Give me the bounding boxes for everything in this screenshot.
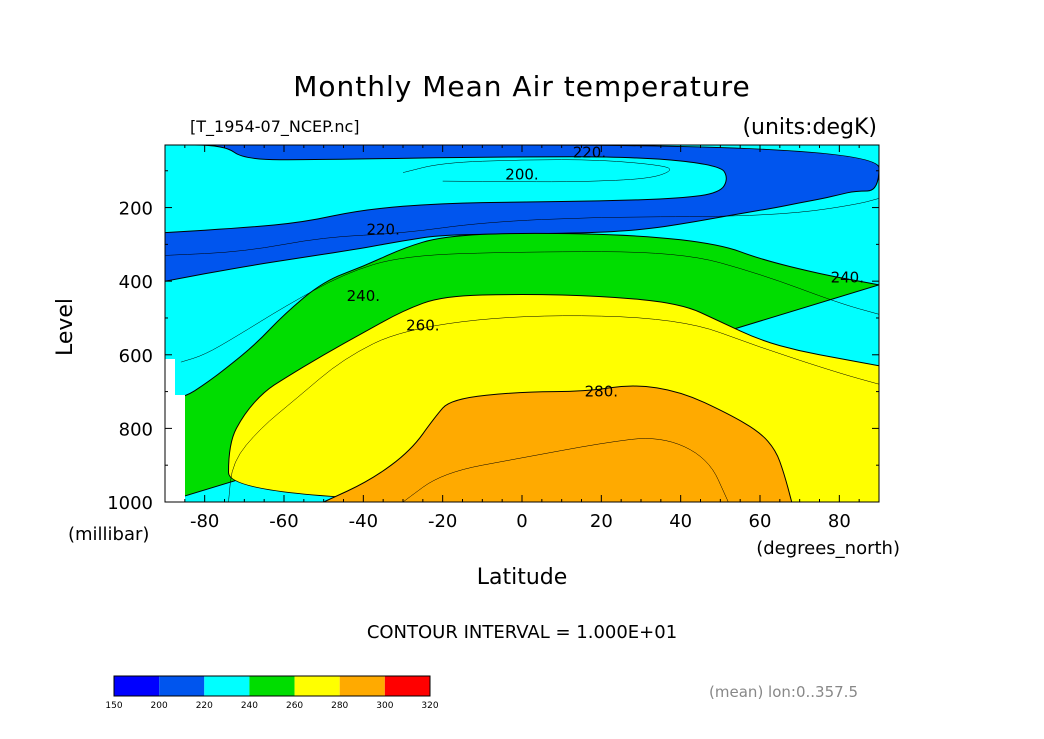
- colorbar-swatch-4: [294, 676, 340, 696]
- y-tick-label: 600: [119, 346, 153, 367]
- colorbar-swatch-1: [159, 676, 205, 696]
- x-tick-label: 60: [749, 511, 772, 532]
- contour-line-270: [228, 315, 879, 502]
- contour-label-4: 240.: [831, 268, 864, 286]
- x-tick-label: 40: [669, 511, 692, 532]
- chart-title: Monthly Mean Air temperature: [293, 70, 751, 103]
- colorbar-swatch-0: [114, 676, 160, 696]
- contour-label-1: 200.: [505, 165, 538, 183]
- contour-interval-text: CONTOUR INTERVAL = 1.000E+01: [367, 622, 677, 643]
- mean-note: (mean) lon:0..357.5: [709, 683, 858, 701]
- colorbar-label: 200: [151, 701, 168, 711]
- contour-line-290: [402, 438, 729, 502]
- colorbar-label: 300: [376, 701, 393, 711]
- contour-label-2: 220.: [366, 221, 399, 239]
- x-tick-label: 80: [828, 511, 851, 532]
- x-tick-label: -80: [190, 511, 219, 532]
- x-tick-label: -60: [269, 511, 298, 532]
- colorbar-label: 260: [286, 701, 303, 711]
- colorbar-swatch-3: [249, 676, 295, 696]
- contour-line-210: [402, 159, 671, 183]
- y-axis-label: Level: [53, 298, 78, 356]
- x-tick-label: -40: [349, 511, 378, 532]
- file-label: [T_1954-07_NCEP.nc]: [190, 117, 360, 137]
- colorbar-frame: [113, 675, 431, 697]
- contour-label-6: 280.: [585, 383, 618, 401]
- x-tick-label: 0: [516, 511, 527, 532]
- y-axis-units: (millibar): [68, 524, 149, 545]
- colorbar-label: 240: [241, 701, 258, 711]
- x-axis-label: Latitude: [477, 565, 568, 590]
- colorbar-label: 320: [421, 701, 438, 711]
- contour-label-3: 240.: [347, 287, 380, 305]
- contour-label-5: 260.: [406, 316, 439, 334]
- colorbar: 150 200 220 240 260 280 300 320: [105, 675, 439, 711]
- colorbar-label: 150: [105, 701, 122, 711]
- colorbar-swatch-6: [384, 676, 430, 696]
- y-tick-label: 800: [119, 419, 153, 440]
- missing-data-mask: [165, 359, 175, 502]
- missing-data-mask-2: [175, 395, 185, 502]
- y-tick-label: 400: [119, 272, 153, 293]
- x-tick-label: 20: [590, 511, 613, 532]
- colorbar-swatch-2: [204, 676, 250, 696]
- x-tick-label: -20: [428, 511, 457, 532]
- plot-area: [165, 145, 879, 502]
- contour-line-250: [180, 251, 879, 363]
- y-tick-label: 1000: [107, 493, 153, 514]
- band-220-240-3: [165, 145, 727, 234]
- colorbar-label: 280: [331, 701, 348, 711]
- y-tick-label: 200: [119, 199, 153, 220]
- contour-line-230: [165, 198, 879, 256]
- colorbar-label: 220: [196, 701, 213, 711]
- x-axis-units: (degrees_north): [756, 538, 900, 559]
- colorbar-swatch-5: [339, 676, 385, 696]
- band-280-300-6: [323, 385, 793, 502]
- units-label: (units:degK): [742, 115, 877, 140]
